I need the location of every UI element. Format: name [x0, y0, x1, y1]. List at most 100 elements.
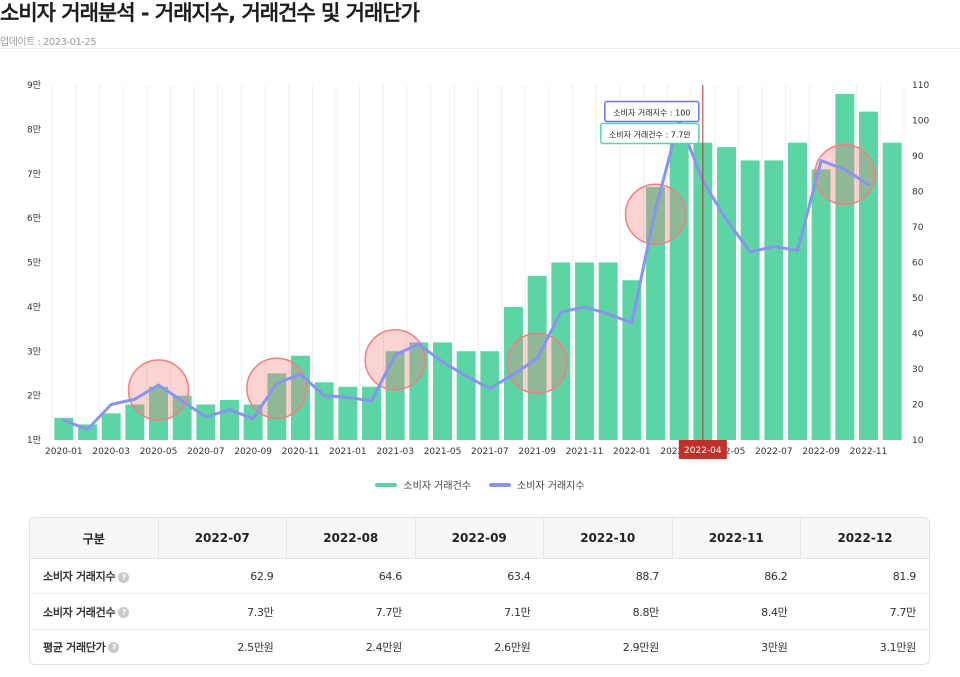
- question-mark-icon[interactable]: ?: [118, 571, 130, 583]
- bar-2020-08: [220, 400, 239, 440]
- tooltip-index-box: [604, 100, 700, 123]
- table-cell: 2.9만원: [622, 640, 660, 654]
- x-tick-label: 2020-03: [92, 447, 130, 457]
- table-row: 평균 거래단가? 2.5만원 2.4만원 2.6만원 2.9만원 3만원 3.1…: [30, 629, 929, 664]
- bar-2021-02: [362, 386, 381, 440]
- table-cell: 7.3만: [158, 593, 287, 630]
- table-cell: 81.9: [800, 558, 929, 595]
- bar-2022-06: [740, 160, 760, 440]
- y-right-tick-label: 80: [912, 188, 924, 198]
- row-label: 평균 거래단가?: [30, 629, 158, 664]
- bar-2022-09: [811, 169, 831, 440]
- table-row: 소비자 거래지수? 62.9 64.6 63.4 88.7 86.2 81.9: [30, 558, 929, 595]
- y-left-tick-label: 2만: [27, 391, 41, 402]
- x-tick-label: 2022-01: [613, 447, 651, 457]
- bar-2022-12: [882, 142, 902, 440]
- table-header-cell: 2022-11: [672, 518, 801, 559]
- x-tick-label: 2021-07: [471, 447, 509, 457]
- x-tick-label: 2022-07: [755, 447, 793, 457]
- legend-swatch-bar: [375, 482, 398, 487]
- y-right-tick-label: 20: [912, 401, 924, 411]
- y-left-tick-label: 4만: [27, 302, 41, 313]
- x-tick-label: 2021-09: [518, 447, 556, 457]
- x-tick-label: 2021-01: [329, 447, 367, 457]
- y-left-tick-label: 6만: [27, 213, 41, 224]
- bar-2022-08: [788, 142, 807, 440]
- x-tick-label: 2022-11: [850, 447, 888, 457]
- y-right-tick-label: 100: [912, 117, 929, 127]
- legend-item-count[interactable]: 소비자 거래건수: [375, 477, 471, 492]
- table-header-cell: 구분: [30, 518, 159, 559]
- bar-2021-11: [575, 262, 594, 440]
- table-cell: 2.4만원: [365, 640, 403, 654]
- tooltip-count-box: [600, 122, 700, 145]
- y-right-tick-label: 10: [912, 436, 924, 446]
- bar-2021-07: [480, 351, 500, 440]
- table-cell: 7.1만: [415, 593, 544, 630]
- bar-2021-05: [433, 342, 452, 440]
- table-cell: 7.7만: [286, 593, 415, 630]
- x-tick-label: 2021-05: [424, 447, 462, 457]
- bar-2022-10: [835, 93, 855, 440]
- bar-2020-05: [149, 386, 168, 440]
- bar-2021-12: [598, 262, 618, 440]
- row-label-text: 소비자 거래지수: [43, 570, 116, 584]
- row-label: 소비자 거래지수?: [30, 558, 158, 595]
- legend-item-index[interactable]: 소비자 거래지수: [489, 477, 585, 492]
- highlight-circle: [814, 143, 876, 206]
- y-left-tick-label: 7만: [27, 169, 41, 180]
- x-tick-label: 2020-01: [45, 447, 83, 457]
- table-cell: 64.6: [286, 558, 415, 595]
- table-cell: 8.8만: [543, 593, 672, 630]
- x-tick-label: 2021-11: [566, 447, 604, 457]
- bar-2021-04: [409, 342, 429, 440]
- highlight-circle: [364, 329, 426, 391]
- bar-2021-10: [551, 262, 571, 440]
- table-cell: 88.7: [543, 558, 672, 595]
- table-cell: 2.6만원: [494, 640, 531, 654]
- table-header-cell: 2022-12: [800, 518, 929, 559]
- bar-2020-06: [172, 395, 192, 440]
- table-cell: 3만원: [761, 640, 788, 654]
- marker-label: 2022-04: [684, 446, 722, 456]
- legend-swatch-line: [489, 482, 511, 487]
- table-cell: 63.4: [415, 558, 544, 595]
- x-tick-label: 2021-03: [376, 447, 414, 457]
- y-left-tick-label: 8만: [27, 124, 41, 135]
- tooltip-count-text: 소비자 거래건수 : 7.7만: [609, 130, 692, 140]
- table-cell: 86.2: [672, 558, 801, 595]
- table-cell: 2.5만원: [237, 640, 274, 654]
- bar-2022-01: [622, 280, 642, 440]
- table-row: 소비자 거래건수? 7.3만 7.7만 7.1만 8.8만 8.4만 7.7만: [30, 593, 929, 630]
- bar-2022-05: [717, 147, 736, 440]
- table-header-cell: 2022-10: [543, 518, 673, 559]
- update-date: 업데이트 : 2023-01-25: [0, 37, 97, 48]
- row-label: 소비자 거래건수?: [30, 593, 158, 630]
- y-left-tick-label: 5만: [27, 258, 41, 269]
- divider: [0, 48, 960, 49]
- question-mark-icon[interactable]: ?: [118, 607, 130, 619]
- y-right-tick-label: 50: [912, 294, 924, 304]
- y-left-tick-label: 9만: [27, 80, 41, 91]
- highlight-circle: [127, 359, 190, 421]
- bar-2022-02: [646, 187, 665, 440]
- table-cell: 8.4만: [672, 593, 801, 630]
- table-header-cell: 2022-09: [415, 518, 544, 559]
- bar-2021-03: [385, 351, 405, 440]
- marker-label-box: [678, 440, 727, 459]
- table-header-cell: 2022-07: [158, 518, 287, 559]
- tooltip-index-text: 소비자 거래지수 : 100: [613, 109, 690, 118]
- table-cell: 62.9: [158, 558, 287, 595]
- row-label-text: 평균 거래단가: [43, 640, 106, 654]
- x-tick-label: 2020-09: [234, 447, 272, 457]
- page-title: 소비자 거래분석 - 거래지수, 거래건수 및 거래단가: [0, 1, 420, 25]
- y-left-tick-label: 1만: [27, 435, 41, 446]
- chart-legend[interactable]: 소비자 거래건수 소비자 거래지수: [0, 477, 960, 492]
- y-left-tick-label: 3만: [27, 346, 41, 357]
- bar-2020-03: [101, 413, 121, 440]
- bar-2021-06: [456, 351, 476, 440]
- index-line: [62, 119, 870, 431]
- legend-label-index: 소비자 거래지수: [517, 481, 585, 492]
- table-header-cell: 2022-08: [286, 518, 416, 559]
- question-mark-icon[interactable]: ?: [108, 642, 120, 654]
